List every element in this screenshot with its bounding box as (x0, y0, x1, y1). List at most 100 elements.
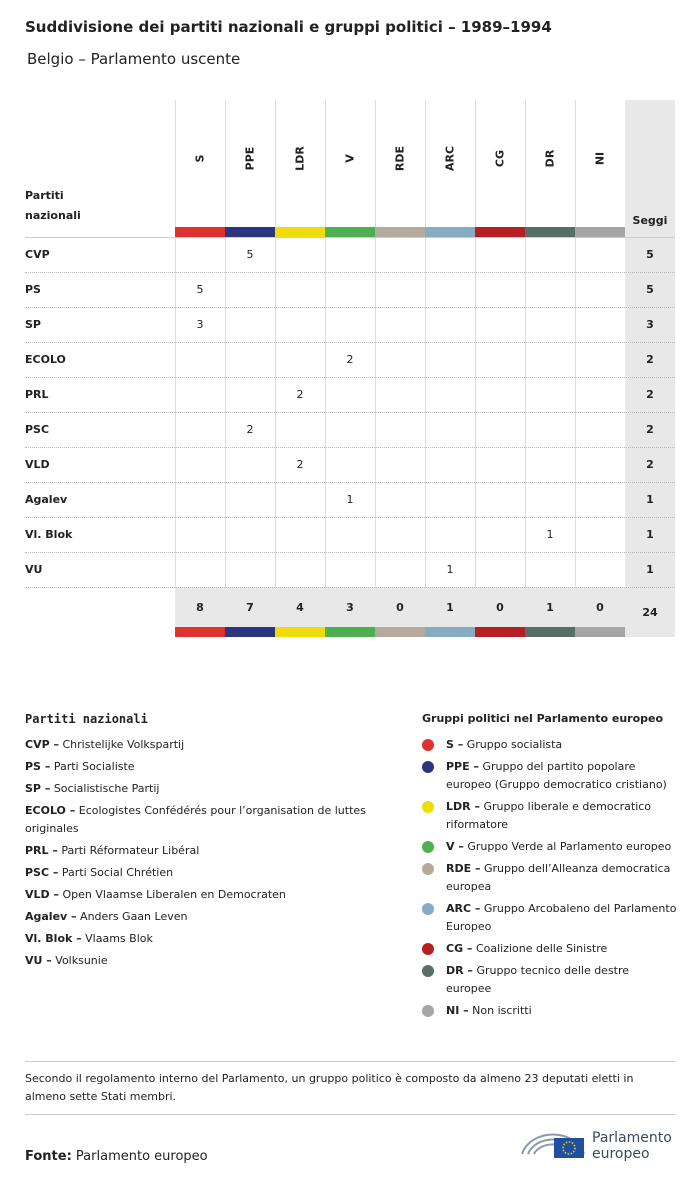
legend-name: Open Vlaamse Liberalen en Democraten (62, 888, 286, 901)
legend-name: Gruppo Verde al Parlamento europeo (467, 840, 672, 853)
legend-item: PSC – Parti Social Chrétien (25, 864, 375, 882)
group-color-bar (525, 627, 575, 637)
group-color-bar (175, 227, 225, 237)
legend-dot (422, 739, 434, 751)
legend-name: Vlaams Blok (85, 932, 153, 945)
legend-item: PS – Parti Socialiste (25, 758, 375, 776)
seat-count: 2 (296, 388, 304, 401)
total-header: Seggi (632, 213, 668, 227)
column-line (175, 100, 176, 587)
legend-item: CVP – Christelijke Volkspartij (25, 736, 375, 754)
column-line (225, 100, 226, 587)
group-color-bar (175, 627, 225, 637)
legend-code: ECOLO – (25, 804, 76, 817)
seat-count: 2 (246, 423, 254, 436)
group-total: 3 (346, 600, 354, 614)
legend-dot (422, 965, 434, 977)
row-line (25, 342, 675, 343)
legend-code: V – (446, 840, 464, 853)
legend-code: LDR – (446, 800, 480, 813)
legend-item: CG – Coalizione delle Sinistre (422, 940, 677, 958)
legend-name: Parti Réformateur Libéral (61, 844, 200, 857)
legend-name: Socialistische Partij (53, 782, 160, 795)
legend-name: Gruppo liberale e democratico riformator… (446, 800, 652, 831)
group-header: RDE (393, 145, 407, 172)
legend-code: PS – (25, 760, 51, 773)
legend-item: ARC – Gruppo Arcobaleno del Parlamento E… (422, 900, 677, 936)
legend-code: CVP – (25, 738, 59, 751)
legend-item: S – Gruppo socialista (422, 736, 677, 754)
group-color-bar (225, 227, 275, 237)
row-line (25, 237, 675, 238)
seat-count: 1 (546, 528, 554, 541)
legend-item: Agalev – Anders Gaan Leven (25, 908, 375, 926)
legend-item: NI – Non iscritti (422, 1002, 677, 1020)
legend-name: Ecologistes Confédérés pour l’organisati… (25, 804, 366, 835)
row-total: 2 (646, 458, 654, 471)
group-total: 0 (496, 600, 504, 614)
row-total: 1 (646, 563, 654, 576)
row-total: 1 (646, 493, 654, 506)
row-line (25, 307, 675, 308)
row-total: 5 (646, 283, 654, 296)
column-line (525, 100, 526, 587)
column-line (325, 100, 326, 587)
legend-dot (422, 841, 434, 853)
legend-code: NI – (446, 1004, 469, 1017)
group-total: 0 (596, 600, 604, 614)
row-line (25, 377, 675, 378)
legend-dot (422, 943, 434, 955)
party-label: PSC (25, 423, 50, 436)
totals-row-bg (175, 587, 625, 627)
group-total: 0 (396, 600, 404, 614)
legend-dot (422, 863, 434, 875)
divider (25, 1114, 675, 1115)
group-color-bar (475, 227, 525, 237)
row-total: 5 (646, 248, 654, 261)
legend-name: Gruppo del partito popolare europeo (Gru… (446, 760, 667, 791)
legend-name: Volksunie (55, 954, 108, 967)
legend-name: Non iscritti (472, 1004, 532, 1017)
party-label: VLD (25, 458, 50, 471)
group-color-bar (425, 227, 475, 237)
group-color-bar (275, 627, 325, 637)
legend-item: VLD – Open Vlaamse Liberalen en Democrat… (25, 886, 375, 904)
group-color-bar (375, 227, 425, 237)
legend-name: Anders Gaan Leven (80, 910, 188, 923)
party-label: ECOLO (25, 353, 66, 366)
group-total: 1 (546, 600, 554, 614)
party-label: SP (25, 318, 41, 331)
row-line (25, 412, 675, 413)
row-total: 2 (646, 423, 654, 436)
legend-name: Gruppo socialista (466, 738, 563, 751)
logo-line: europeo (592, 1146, 650, 1162)
row-line (25, 552, 675, 553)
legend-name: Gruppo tecnico delle destre europee (446, 964, 630, 995)
legend-code: PSC – (25, 866, 59, 879)
legend-item: DR – Gruppo tecnico delle destre europee (422, 962, 677, 998)
total-column-bg (625, 100, 675, 637)
group-header: ARC (443, 145, 457, 172)
groups-legend: S – Gruppo socialista PPE – Gruppo del pa… (422, 736, 677, 1024)
row-total: 1 (646, 528, 654, 541)
group-total: 4 (296, 600, 304, 614)
group-total: 8 (196, 600, 204, 614)
group-color-bar (325, 627, 375, 637)
party-label: Vl. Blok (25, 528, 73, 541)
party-label: PRL (25, 388, 49, 401)
seat-count: 1 (346, 493, 354, 506)
row-line (25, 517, 675, 518)
group-color-bar (375, 627, 425, 637)
group-header: S (193, 154, 207, 163)
legend-code: Agalev – (25, 910, 77, 923)
seat-count: 3 (196, 318, 204, 331)
row-total: 3 (646, 318, 654, 331)
seat-count: 2 (296, 458, 304, 471)
row-line (25, 482, 675, 483)
parties-legend: CVP – Christelijke Volkspartij PS – Parti… (25, 736, 375, 974)
column-line (475, 100, 476, 587)
group-header: DR (543, 149, 557, 168)
row-line (25, 272, 675, 273)
row-line (25, 447, 675, 448)
